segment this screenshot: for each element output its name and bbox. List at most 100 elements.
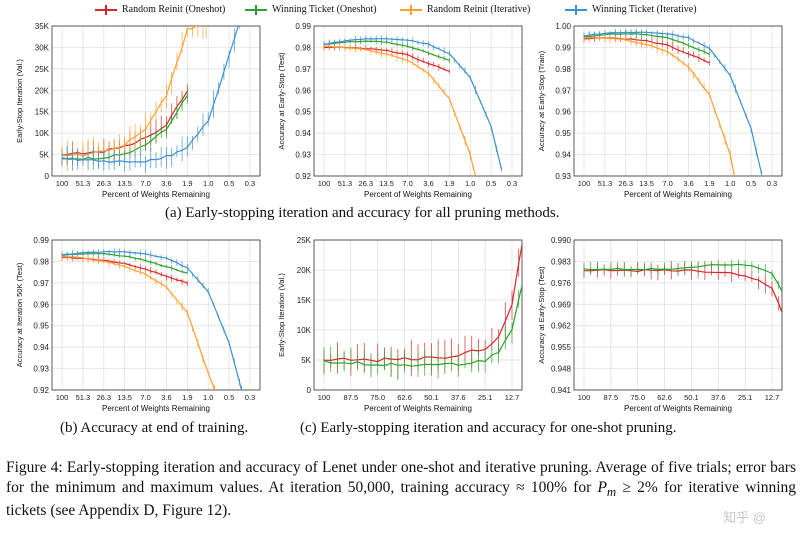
caption-b: (b) Accuracy at end of training. — [60, 420, 249, 436]
x-tick-label: 75.0 — [630, 393, 645, 402]
x-tick-label: 87.5 — [604, 393, 619, 402]
y-tick-label: 0.96 — [33, 300, 49, 309]
y-tick-label: 0.948 — [551, 365, 572, 374]
x-tick-label: 25.1 — [738, 393, 753, 402]
y-tick-label: 0.95 — [555, 129, 571, 138]
plot-frame — [573, 25, 783, 177]
y-tick-label: 0.99 — [295, 22, 311, 31]
x-axis-label: Percent of Weights Remaining — [364, 190, 472, 199]
plot-frame — [313, 239, 523, 391]
chart-svg: 0 5K 10K 15K 20K 25K 30K 35K 100 51.3 26.3 13.5 7.0 3… — [15, 22, 261, 199]
x-tick-label: 12.7 — [765, 393, 780, 402]
x-tick-label: 51.3 — [598, 179, 613, 188]
series-line-2 — [583, 36, 735, 176]
plot-frame — [51, 25, 261, 177]
figure-caption-suffix: ≥ 2% for iterative winning tickets (see … — [6, 478, 796, 520]
series-line-2 — [62, 26, 198, 157]
x-tick-label: 3.6 — [161, 179, 171, 188]
x-tick-label: 1.0 — [725, 179, 735, 188]
x-tick-label: 1.0 — [203, 179, 213, 188]
y-tick-label: 0.941 — [551, 386, 572, 395]
series-line-0 — [323, 242, 522, 363]
y-tick-label: 0.969 — [551, 300, 572, 309]
series-group — [583, 28, 763, 176]
x-tick-label: 0.5 — [224, 393, 234, 402]
x-tick-label: 0.3 — [767, 179, 777, 188]
y-tick-label: 0.962 — [551, 322, 572, 331]
legend-label: Winning Ticket (Oneshot) — [272, 4, 377, 15]
x-tick-label: 100 — [578, 179, 591, 188]
series-line-1 — [323, 283, 522, 367]
legend-item-2: Random Reinit (Iterative) — [400, 4, 530, 15]
y-tick-label: 25K — [35, 65, 50, 74]
chart-c-test-accuracy: 0.941 0.948 0.955 0.962 0.969 0.976 0.983 0.990… — [532, 234, 790, 414]
y-axis-label: Accuracy at Early-Stop (Test) — [537, 266, 546, 364]
x-tick-label: 1.9 — [182, 393, 192, 402]
legend-swatch — [565, 4, 587, 15]
series-line-1 — [583, 263, 782, 293]
chart-svg: 0.93 0.94 0.95 0.96 0.97 0.98 0.99 1.00 100 51.3 2… — [537, 22, 783, 199]
x-tick-label: 51.3 — [76, 179, 91, 188]
series-line-3 — [583, 31, 763, 174]
y-tick-label: 0.99 — [555, 43, 571, 52]
legend-label: Random Reinit (Oneshot) — [122, 4, 226, 15]
x-tick-label: 0.5 — [746, 179, 756, 188]
y-tick-label: 1.00 — [555, 22, 571, 31]
x-tick-label: 0.5 — [224, 179, 234, 188]
y-tick-label: 0.98 — [295, 43, 311, 52]
x-tick-label: 0.5 — [486, 179, 496, 188]
legend-item-3: Winning Ticket (Iterative) — [565, 4, 697, 15]
y-tick-label: 10K — [297, 326, 312, 335]
y-tick-label: 0 — [45, 172, 50, 181]
y-tick-label: 0.92 — [33, 386, 49, 395]
x-tick-label: 1.0 — [203, 393, 213, 402]
plot-frame — [573, 239, 783, 391]
y-tick-label: 0.93 — [295, 151, 311, 160]
x-tick-label: 50.1 — [684, 393, 699, 402]
y-tick-label: 0.95 — [295, 108, 311, 117]
y-tick-label: 20K — [297, 266, 312, 275]
legend-swatch — [95, 4, 117, 15]
y-tick-label: 0.96 — [555, 108, 571, 117]
series-group — [323, 35, 503, 176]
math-m: m — [606, 483, 617, 499]
x-tick-label: 7.0 — [140, 179, 150, 188]
caption-c: (c) Early-stopping iteration and accurac… — [300, 420, 677, 436]
series-group — [323, 242, 522, 381]
series-group — [61, 26, 240, 173]
x-tick-label: 87.5 — [344, 393, 359, 402]
x-tick-label: 100 — [56, 179, 69, 188]
y-tick-label: 0.99 — [33, 236, 49, 245]
chart-a-early-stop-iteration: 0 5K 10K 15K 20K 25K 30K 35K 100 51.3 26.3 13.5 7.0 3… — [10, 20, 268, 200]
y-axis-label: Accuracy at Early-Stop (Train) — [537, 50, 546, 151]
x-tick-label: 3.6 — [423, 179, 433, 188]
x-tick-label: 0.3 — [245, 393, 255, 402]
series-group — [583, 259, 782, 315]
x-tick-label: 3.6 — [683, 179, 693, 188]
x-tick-label: 1.9 — [182, 179, 192, 188]
x-tick-label: 75.0 — [370, 393, 385, 402]
x-tick-label: 100 — [56, 393, 69, 402]
legend: Random Reinit (Oneshot) Winning Ticket (O… — [95, 4, 697, 22]
legend-label: Winning Ticket (Iterative) — [592, 4, 697, 15]
series-line-2 — [323, 45, 476, 176]
x-tick-label: 100 — [318, 179, 331, 188]
chart-svg: 0.92 0.93 0.94 0.95 0.96 0.97 0.98 0.99 100 51.3 2… — [277, 22, 523, 199]
x-tick-label: 13.5 — [379, 179, 394, 188]
y-tick-label: 0.98 — [33, 257, 49, 266]
caption-a: (a) Early-stopping iteration and accurac… — [165, 205, 560, 221]
y-tick-label: 0.92 — [295, 172, 311, 181]
chart-a-test-accuracy: 0.92 0.93 0.94 0.95 0.96 0.97 0.98 0.99 100 51.3 2… — [272, 20, 530, 200]
x-tick-label: 37.6 — [451, 393, 466, 402]
y-tick-label: 0.983 — [551, 257, 572, 266]
x-tick-label: 0.3 — [245, 179, 255, 188]
plot-frame — [313, 25, 523, 177]
x-axis-label: Percent of Weights Remaining — [102, 190, 210, 199]
legend-swatch — [245, 4, 267, 15]
y-tick-label: 0.95 — [33, 322, 49, 331]
x-tick-label: 7.0 — [662, 179, 672, 188]
y-tick-label: 0.98 — [555, 65, 571, 74]
y-tick-label: 20K — [35, 86, 50, 95]
x-tick-label: 62.6 — [657, 393, 672, 402]
legend-item-0: Random Reinit (Oneshot) — [95, 4, 225, 15]
